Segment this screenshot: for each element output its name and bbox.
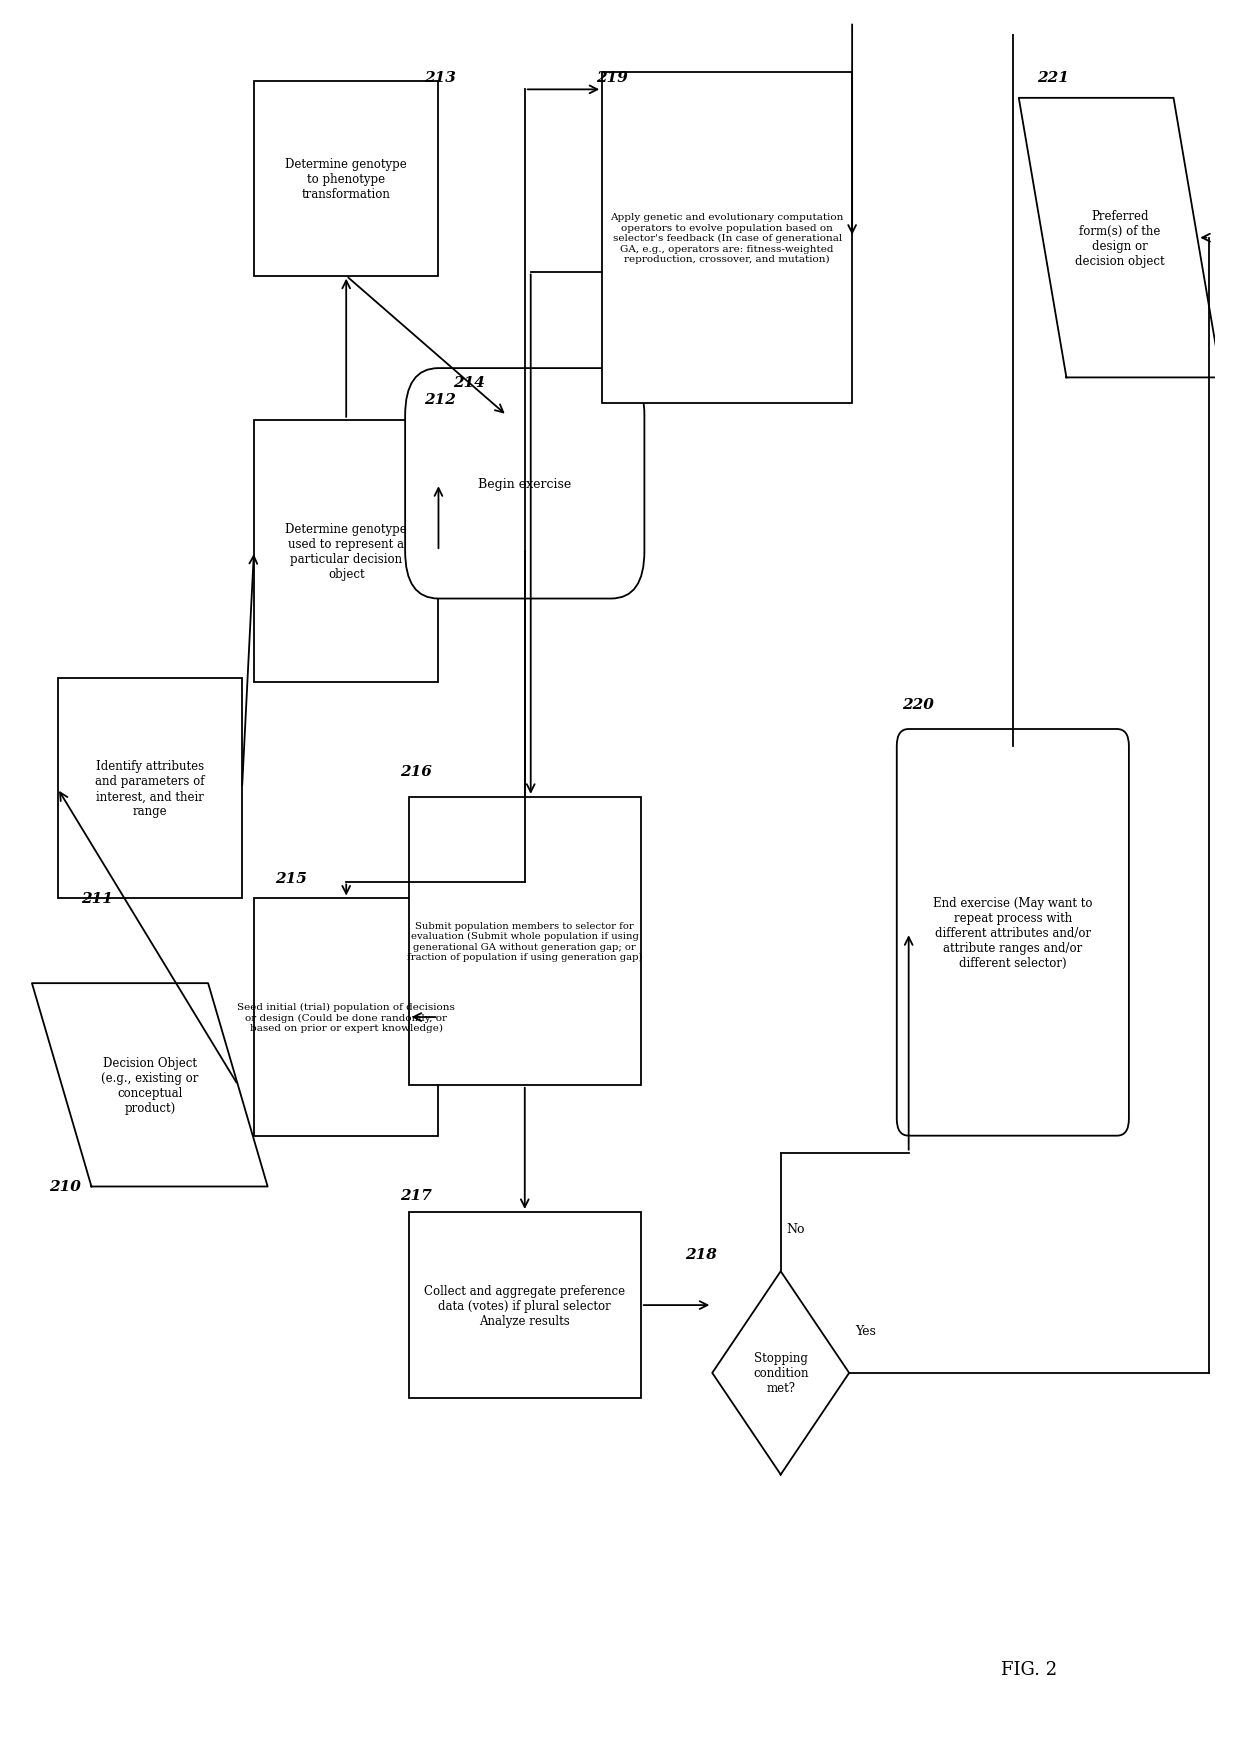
Text: Preferred
form(s) of the
design or
decision object: Preferred form(s) of the design or decis… <box>1075 210 1164 268</box>
Text: Collect and aggregate preference
data (votes) if plural selector
Analyze results: Collect and aggregate preference data (v… <box>424 1284 625 1327</box>
FancyBboxPatch shape <box>57 679 242 900</box>
Text: 216: 216 <box>399 766 432 780</box>
Text: Decision Object
(e.g., existing or
conceptual
product): Decision Object (e.g., existing or conce… <box>102 1057 198 1115</box>
FancyBboxPatch shape <box>254 420 439 683</box>
Text: End exercise (May want to
repeat process with
different attributes and/or
attrib: End exercise (May want to repeat process… <box>932 896 1092 968</box>
Polygon shape <box>32 984 268 1187</box>
Text: 214: 214 <box>454 376 485 390</box>
Text: Stopping
condition
met?: Stopping condition met? <box>753 1351 808 1395</box>
Text: No: No <box>786 1222 805 1235</box>
Text: Determine genotype
used to represent a
particular decision
object: Determine genotype used to represent a p… <box>285 522 407 580</box>
Polygon shape <box>1019 99 1221 377</box>
Text: 215: 215 <box>275 871 306 886</box>
Text: FIG. 2: FIG. 2 <box>1001 1660 1056 1678</box>
Text: Submit population members to selector for
evaluation (Submit whole population if: Submit population members to selector fo… <box>407 921 642 961</box>
Text: 219: 219 <box>596 71 629 85</box>
Text: Yes: Yes <box>856 1325 875 1337</box>
Text: 212: 212 <box>424 392 455 406</box>
FancyBboxPatch shape <box>405 369 645 600</box>
Text: 211: 211 <box>81 893 113 907</box>
FancyBboxPatch shape <box>897 730 1128 1136</box>
Text: 218: 218 <box>686 1247 718 1261</box>
FancyBboxPatch shape <box>409 797 641 1085</box>
FancyBboxPatch shape <box>254 81 439 277</box>
Text: Apply genetic and evolutionary computation
operators to evolve population based : Apply genetic and evolutionary computati… <box>610 213 844 265</box>
Text: 210: 210 <box>48 1180 81 1194</box>
Text: 221: 221 <box>1037 71 1069 85</box>
Text: Determine genotype
to phenotype
transformation: Determine genotype to phenotype transfor… <box>285 157 407 201</box>
FancyBboxPatch shape <box>254 900 439 1136</box>
Polygon shape <box>712 1272 849 1475</box>
Text: 220: 220 <box>903 697 934 711</box>
Text: Identify attributes
and parameters of
interest, and their
range: Identify attributes and parameters of in… <box>95 760 205 818</box>
Text: Seed initial (trial) population of decisions
or design (Could be done randomly, : Seed initial (trial) population of decis… <box>237 1002 455 1032</box>
Text: 217: 217 <box>399 1189 432 1203</box>
FancyBboxPatch shape <box>409 1212 641 1399</box>
Text: Begin exercise: Begin exercise <box>479 478 572 490</box>
Text: 213: 213 <box>424 71 455 85</box>
FancyBboxPatch shape <box>603 74 852 404</box>
